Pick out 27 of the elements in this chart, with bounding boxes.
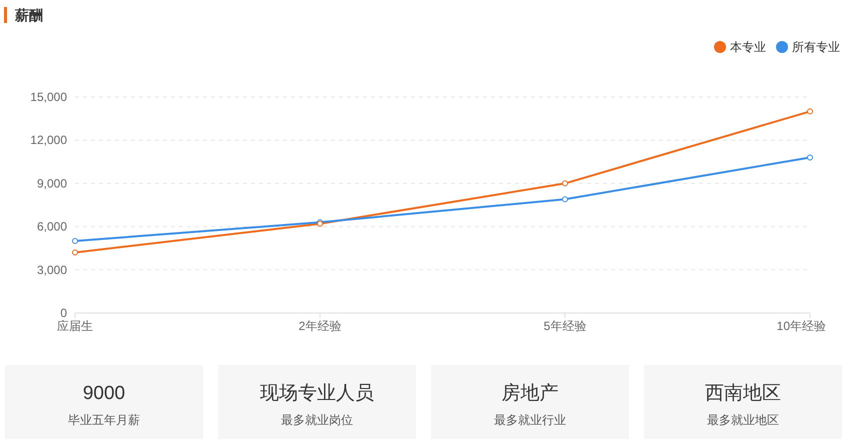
x-tick-label: 2年经验 xyxy=(298,319,342,333)
y-tick-label: 6,000 xyxy=(36,220,68,234)
point xyxy=(807,108,813,114)
text: 现场专业人员 xyxy=(260,383,374,404)
x-tick-label: 10年经验 xyxy=(776,319,826,333)
text: 9000 xyxy=(82,383,126,404)
point xyxy=(72,250,78,256)
y-tick-label: 3,000 xyxy=(36,262,68,277)
legend-label: 本专业 xyxy=(730,40,766,54)
y-tick-label: 0 xyxy=(60,306,68,320)
chart-title: 薪酬 xyxy=(14,7,43,23)
y-tick-label: 15,000 xyxy=(30,90,68,104)
legend-label: 所有专业 xyxy=(792,40,840,54)
point xyxy=(562,180,568,186)
text: 最多就业地区 xyxy=(707,413,779,427)
text: 房地产 xyxy=(502,382,558,404)
text: 西南地区 xyxy=(705,383,781,404)
x-tick-label: 应届生 xyxy=(57,319,93,333)
y-tick-label: 9,000 xyxy=(36,176,68,190)
text: 最多就业岗位 xyxy=(281,413,353,427)
point xyxy=(562,196,568,202)
point xyxy=(807,154,813,160)
text: 最多就业行业 xyxy=(494,413,566,427)
text: 毕业五年月薪 xyxy=(68,413,140,427)
x-tick-label: 5年经验 xyxy=(544,319,586,333)
point xyxy=(72,238,78,244)
y-tick-label: 12,000 xyxy=(30,133,68,148)
